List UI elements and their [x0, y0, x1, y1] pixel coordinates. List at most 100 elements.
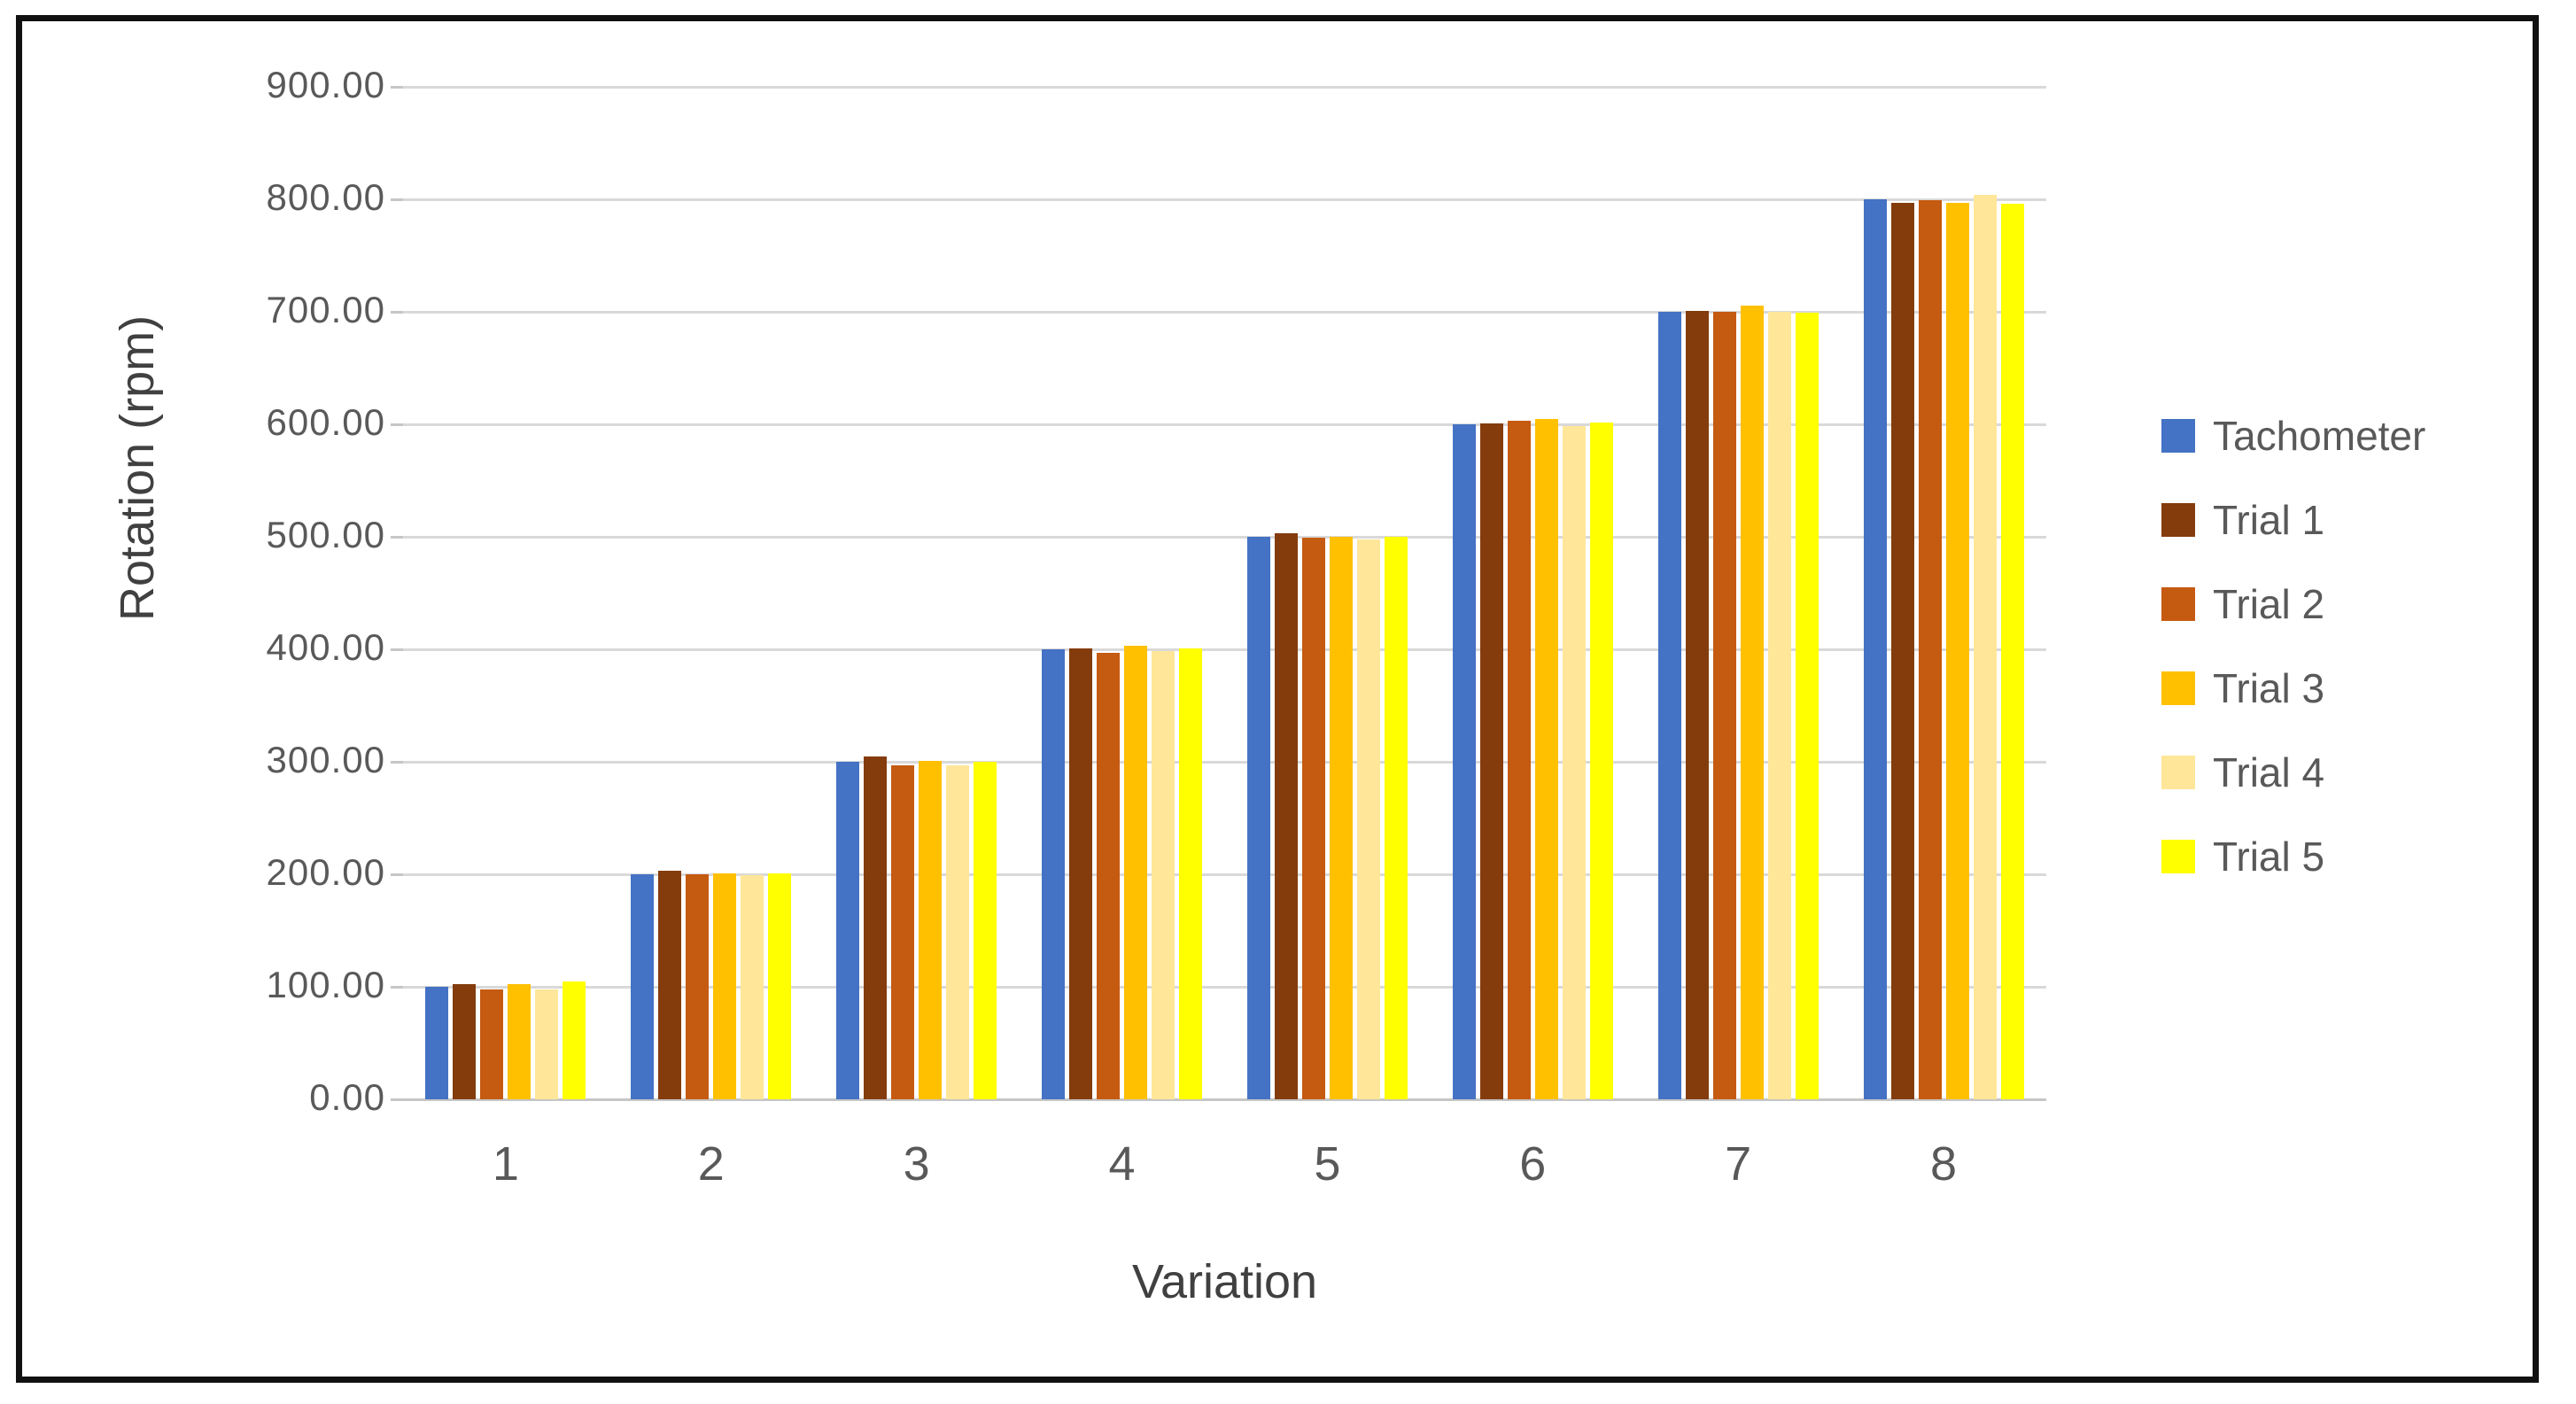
- legend-label: Trial 3: [2213, 665, 2325, 711]
- bar-trial-1-cat6: [1479, 423, 1503, 1099]
- x-axis-title: Variation: [1131, 1255, 1318, 1308]
- bar-trial-5-cat4: [1179, 648, 1203, 1099]
- bar-tachometer-cat1: [425, 987, 449, 1099]
- x-tick-label-4: 4: [1108, 1137, 1136, 1191]
- bar-trial-5-cat2: [768, 873, 792, 1099]
- legend-label: Trial 5: [2213, 834, 2325, 880]
- y-tick-label-500.00: 500.00: [266, 514, 385, 555]
- gridline-400: [403, 648, 2046, 651]
- gridline-700: [403, 311, 2046, 314]
- bar-trial-1-cat1: [453, 984, 477, 1099]
- y-axis-tick: [391, 1098, 403, 1101]
- bar-trial-3-cat6: [1534, 418, 1558, 1099]
- y-axis-tick: [391, 86, 403, 89]
- y-tick-label-900.00: 900.00: [266, 64, 385, 105]
- bar-trial-3-cat5: [1329, 537, 1353, 1099]
- bar-tachometer-cat4: [1042, 649, 1066, 1099]
- y-axis-tick: [391, 761, 403, 764]
- bar-trial-1-cat2: [658, 870, 682, 1099]
- bar-trial-2-cat8: [1918, 200, 1942, 1099]
- bar-trial-3-cat4: [1124, 646, 1148, 1099]
- gridline-200: [403, 873, 2046, 876]
- bar-trial-4-cat2: [741, 874, 764, 1099]
- bar-trial-2-cat4: [1097, 652, 1121, 1099]
- bar-trial-2-cat6: [1507, 421, 1531, 1099]
- legend-label: Tachometer: [2213, 413, 2426, 459]
- bar-tachometer-cat7: [1657, 312, 1681, 1099]
- y-tick-label-0.00: 0.00: [309, 1076, 385, 1118]
- y-axis-tick: [391, 536, 403, 539]
- y-tick-label-100.00: 100.00: [266, 964, 385, 1005]
- bar-trial-5-cat7: [1795, 313, 1819, 1099]
- gridline-100: [403, 986, 2046, 989]
- y-tick-label-600.00: 600.00: [266, 401, 385, 443]
- legend-swatch-icon: [2161, 587, 2195, 621]
- y-axis-tick: [391, 311, 403, 314]
- legend-swatch-icon: [2161, 671, 2195, 705]
- bar-trial-4-cat4: [1152, 650, 1175, 1099]
- y-axis-tick: [391, 648, 403, 651]
- x-tick-label-3: 3: [903, 1137, 930, 1191]
- bar-trial-3-cat3: [919, 760, 943, 1099]
- gridline-500: [403, 536, 2046, 539]
- legend-label: Trial 4: [2213, 749, 2325, 795]
- bar-trial-4-cat8: [1973, 194, 1997, 1099]
- bar-trial-1-cat5: [1274, 532, 1298, 1099]
- bar-trial-2-cat7: [1712, 312, 1736, 1099]
- legend-label: Trial 1: [2213, 497, 2325, 543]
- legend-item-trial-5: Trial 5: [2161, 830, 2324, 883]
- legend-swatch-icon: [2161, 503, 2195, 537]
- bar-trial-4-cat6: [1562, 425, 1586, 1099]
- y-tick-label-700.00: 700.00: [266, 289, 385, 330]
- bar-trial-3-cat7: [1740, 306, 1764, 1099]
- bar-trial-5-cat8: [2000, 204, 2024, 1099]
- bar-trial-5-cat1: [563, 981, 586, 1099]
- bar-trial-1-cat4: [1069, 648, 1093, 1099]
- bar-trial-5-cat6: [1589, 423, 1613, 1099]
- x-tick-label-2: 2: [697, 1137, 725, 1191]
- bar-trial-3-cat8: [1945, 202, 1969, 1099]
- x-tick-label-6: 6: [1519, 1137, 1547, 1191]
- bar-tachometer-cat8: [1863, 199, 1887, 1099]
- x-tick-label-8: 8: [1930, 1137, 1958, 1191]
- legend-swatch-icon: [2161, 756, 2195, 789]
- bar-trial-3-cat1: [508, 984, 531, 1099]
- bar-trial-1-cat8: [1890, 202, 1914, 1099]
- bar-tachometer-cat5: [1246, 537, 1270, 1099]
- gridline-0: [403, 1098, 2046, 1101]
- x-tick-label-7: 7: [1725, 1137, 1752, 1191]
- bar-tachometer-cat3: [836, 762, 860, 1099]
- y-tick-label-300.00: 300.00: [266, 739, 385, 780]
- bar-trial-1-cat7: [1685, 311, 1709, 1099]
- chart-frame-border: Rotation (rpm) Variation 0.00 100.00 200.0…: [16, 15, 2539, 1383]
- bar-trial-4-cat5: [1356, 539, 1380, 1099]
- bar-tachometer-cat2: [631, 874, 655, 1099]
- y-axis-title: Rotation (rpm): [111, 314, 164, 621]
- legend-swatch-icon: [2161, 419, 2195, 453]
- legend-swatch-icon: [2161, 840, 2195, 873]
- bar-trial-2-cat3: [891, 765, 915, 1099]
- gridline-300: [403, 761, 2046, 764]
- y-axis-tick: [391, 986, 403, 989]
- gridline-900: [403, 86, 2046, 89]
- x-tick-label-5: 5: [1314, 1137, 1341, 1191]
- y-axis-tick: [391, 873, 403, 876]
- bar-trial-2-cat5: [1301, 538, 1325, 1099]
- y-axis-tick: [391, 198, 403, 201]
- legend-item-trial-2: Trial 2: [2161, 578, 2324, 631]
- bar-trial-2-cat2: [686, 874, 710, 1099]
- plot-area: [403, 86, 2046, 1101]
- y-axis-tick: [391, 423, 403, 426]
- bar-trial-1-cat3: [864, 756, 888, 1099]
- y-tick-label-200.00: 200.00: [266, 851, 385, 893]
- bar-trial-5-cat5: [1384, 537, 1408, 1099]
- x-tick-label-1: 1: [492, 1137, 519, 1191]
- bar-trial-5-cat3: [974, 762, 997, 1099]
- legend-item-trial-1: Trial 1: [2161, 493, 2324, 547]
- y-tick-label-400.00: 400.00: [266, 626, 385, 668]
- bar-trial-3-cat2: [713, 873, 737, 1099]
- gridline-800: [403, 198, 2046, 201]
- bar-trial-4-cat1: [535, 989, 559, 1099]
- legend-item-tachometer: Tachometer: [2161, 409, 2425, 462]
